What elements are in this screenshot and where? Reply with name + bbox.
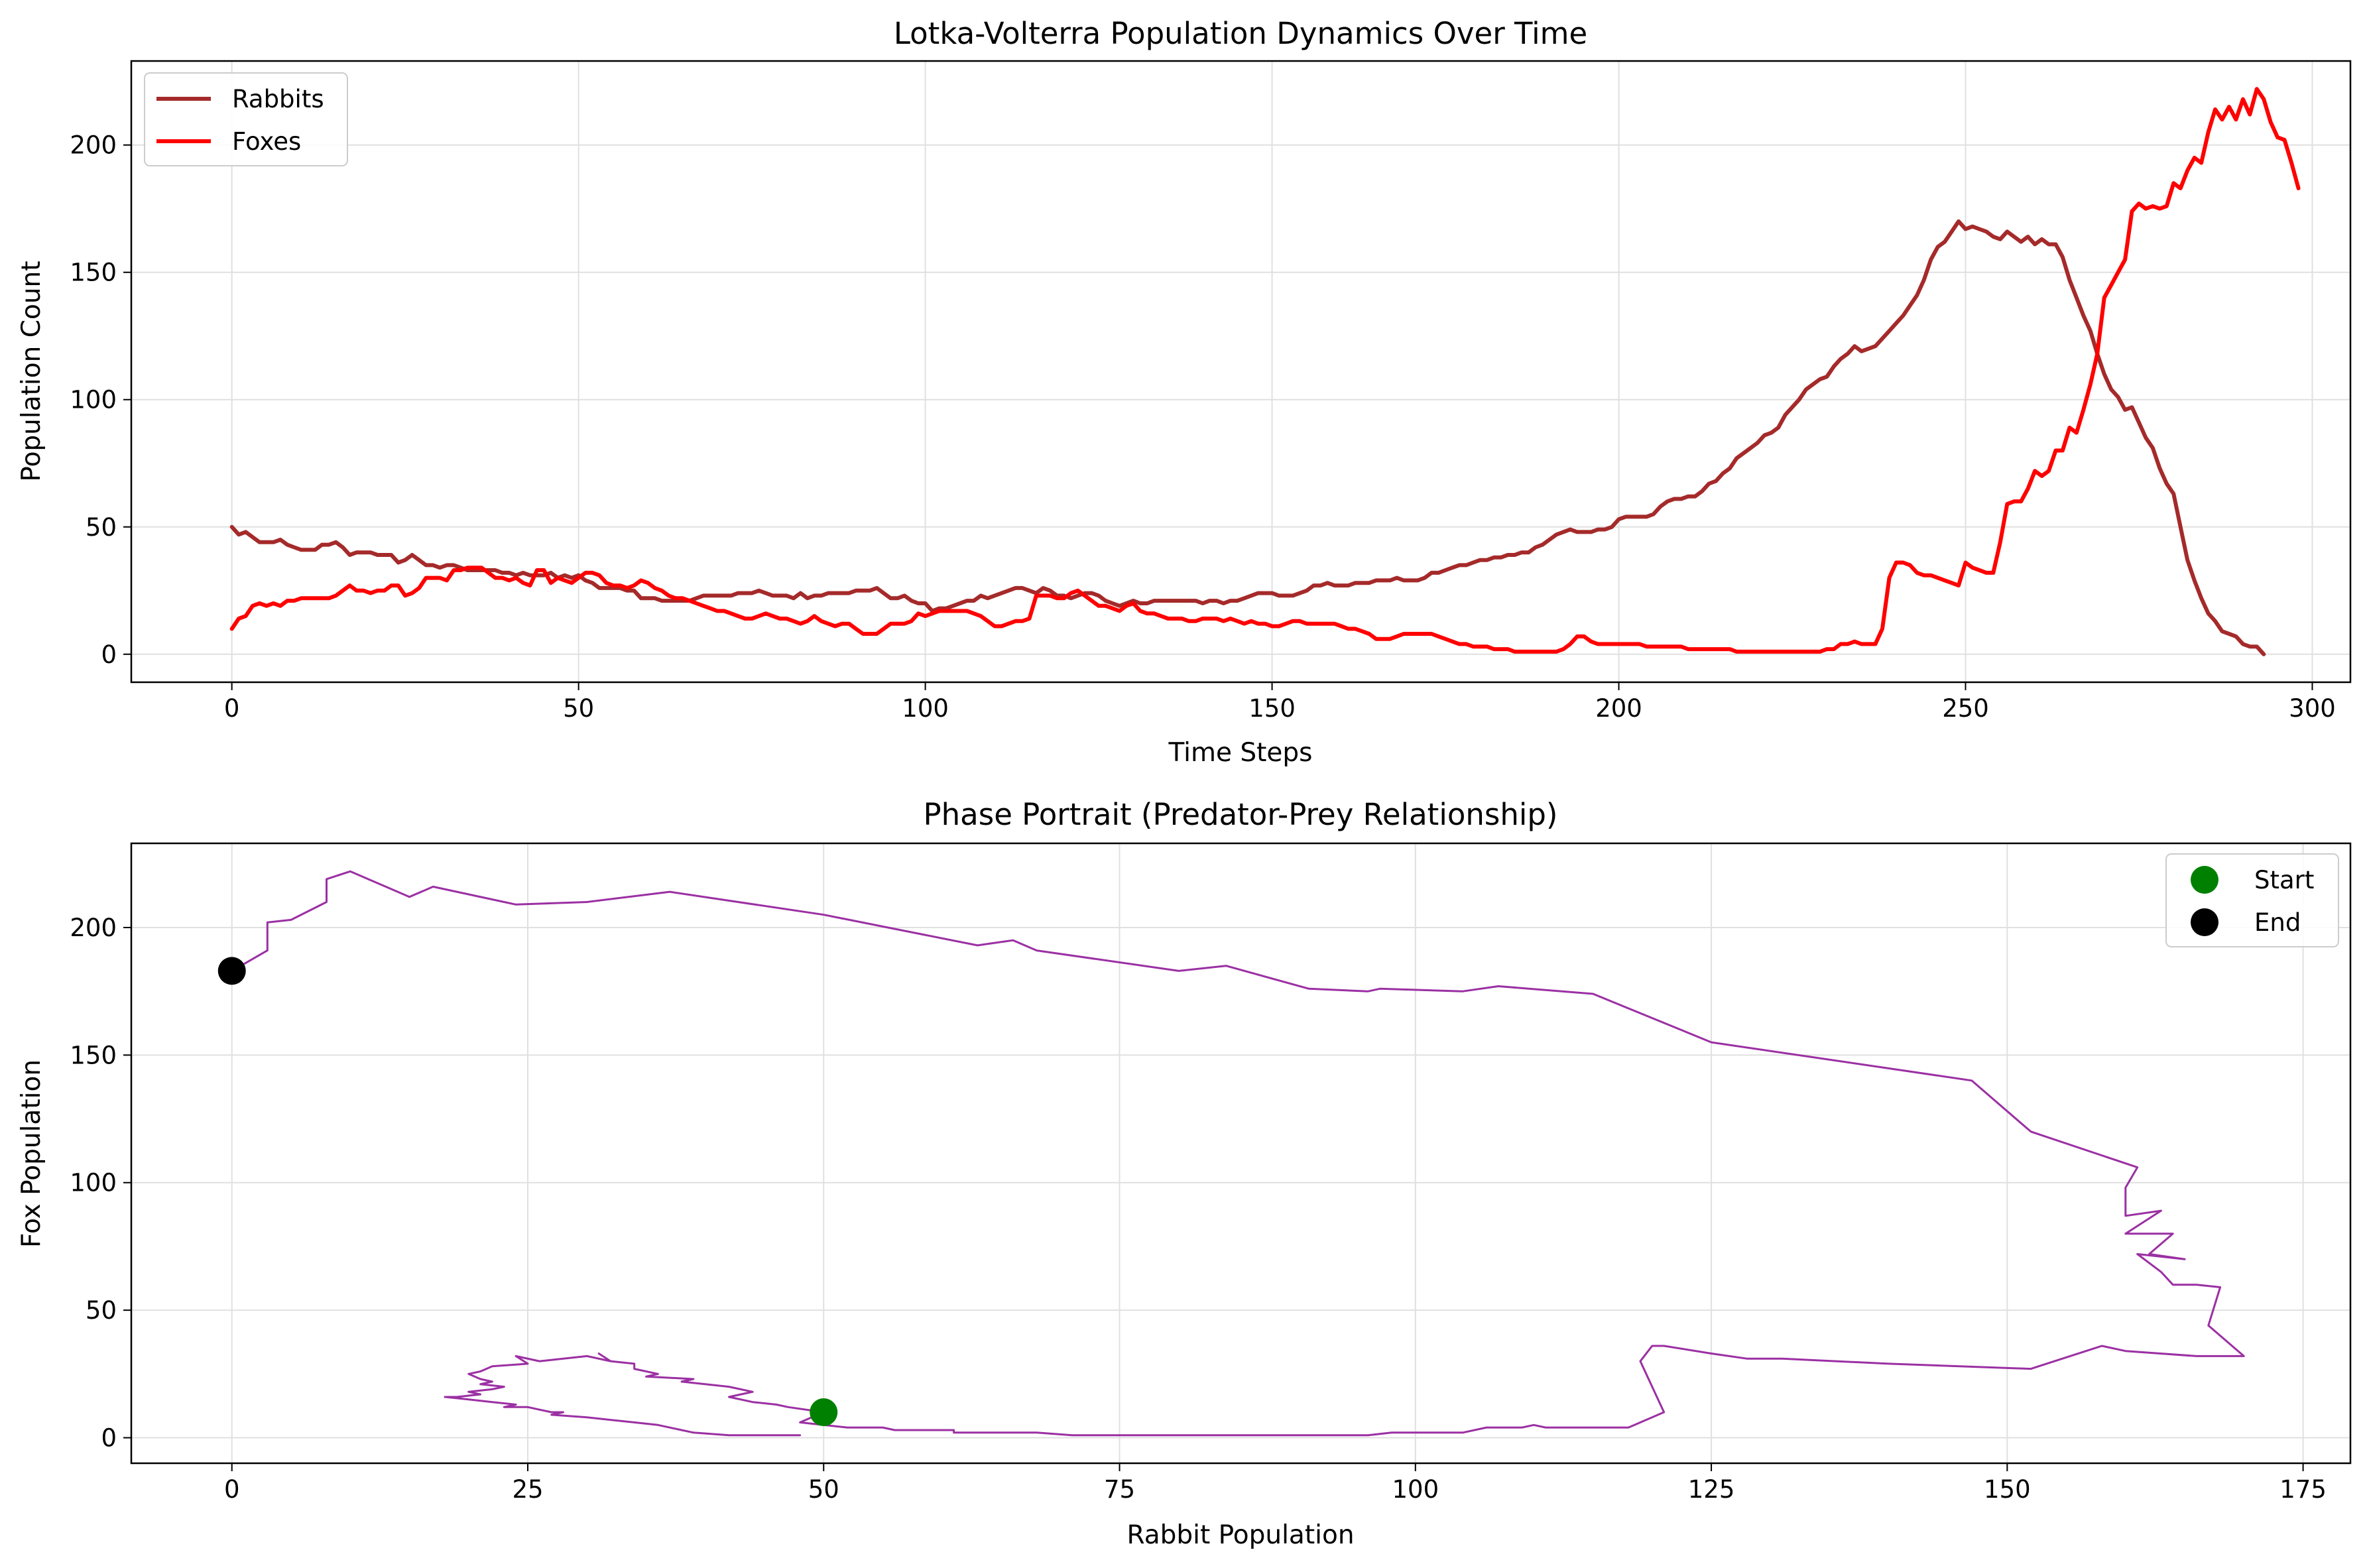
time-series-ticks: 0 50 100 150 200 250 300 0 50 100 150 200	[70, 131, 2335, 723]
time-series-xtick-label: 100	[902, 694, 949, 723]
time-series-xtick-label: 300	[2289, 694, 2336, 723]
phase-portrait-axes-frame	[130, 842, 2352, 1465]
phase-portrait-ytick-label: 200	[70, 914, 117, 942]
time-series-grid	[131, 61, 2350, 682]
time-series-xtick-label: 0	[224, 694, 240, 723]
phase-portrait-trajectory	[231, 870, 2245, 1437]
time-series-ytick-label: 100	[70, 386, 117, 414]
time-series-lines	[229, 87, 2301, 656]
phase-portrait-ytick-label: 150	[70, 1041, 117, 1069]
phase-portrait-xtick-label: 25	[512, 1475, 543, 1504]
phase-portrait-xtick-label: 0	[224, 1475, 240, 1504]
time-series-xlabel: Time Steps	[1168, 738, 1313, 768]
time-series-chart: 0 50 100 150 200 250 300 0 50 100 150 200 Lotka-Vol…	[17, 16, 2352, 768]
phase-portrait-ytick-label: 100	[70, 1169, 117, 1197]
phase-portrait-start-marker	[810, 1398, 838, 1427]
phase-portrait-xtick-label: 175	[2279, 1475, 2327, 1504]
time-series-ytick-label: 0	[101, 640, 117, 669]
phase-portrait-markers	[217, 957, 838, 1427]
time-series-xtick-label: 50	[563, 694, 594, 723]
phase-portrait-ytick-label: 0	[101, 1424, 117, 1453]
time-series-title: Lotka-Volterra Population Dynamics Over …	[894, 16, 1587, 51]
time-series-axes-frame	[130, 60, 2352, 684]
phase-portrait-ylabel: Fox Population	[17, 1059, 46, 1248]
time-series-legend: Rabbits Foxes	[144, 72, 348, 166]
phase-portrait-chart: 0 25 50 75 100 125 150 175 0 50 100 150 200 Phase Po…	[17, 797, 2352, 1550]
phase-portrait-grid	[131, 843, 2350, 1463]
time-series-xtick-label: 250	[1942, 694, 1989, 723]
time-series-xtick-label: 150	[1248, 694, 1296, 723]
legend-start-label: Start	[2254, 866, 2314, 894]
time-series-series-rabbits	[229, 219, 2266, 656]
phase-portrait-xtick-label: 150	[1984, 1475, 2031, 1504]
phase-portrait-series-trajectory-inner	[444, 1353, 825, 1437]
phase-portrait-title: Phase Portrait (Predator-Prey Relationsh…	[924, 797, 1558, 832]
phase-portrait-ticks: 0 25 50 75 100 125 150 175 0 50 100 150 200	[70, 914, 2327, 1504]
phase-portrait-xtick-label: 100	[1392, 1475, 1439, 1504]
time-series-ytick-label: 150	[70, 259, 117, 287]
phase-portrait-legend: Start End	[2165, 853, 2339, 947]
time-series-ytick-label: 200	[70, 131, 117, 160]
time-series-xtick-label: 200	[1595, 694, 1642, 723]
phase-portrait-end-marker	[217, 957, 246, 985]
legend-foxes-label: Foxes	[232, 127, 301, 156]
time-series-series-foxes	[229, 87, 2301, 654]
phase-portrait-xtick-label: 75	[1104, 1475, 1135, 1504]
legend-end-swatch	[2191, 908, 2218, 936]
phase-portrait-ytick-label: 50	[86, 1296, 117, 1325]
phase-portrait-xtick-label: 125	[1688, 1475, 1735, 1504]
time-series-ytick-label: 50	[86, 513, 117, 542]
legend-rabbits-label: Rabbits	[232, 85, 324, 113]
phase-portrait-xlabel: Rabbit Population	[1126, 1520, 1354, 1550]
legend-start-swatch	[2191, 866, 2218, 894]
phase-portrait-series-trajectory	[231, 870, 2245, 1437]
time-series-ylabel: Population Count	[17, 261, 46, 481]
phase-portrait-xtick-label: 50	[808, 1475, 839, 1504]
legend-end-label: End	[2254, 908, 2301, 937]
